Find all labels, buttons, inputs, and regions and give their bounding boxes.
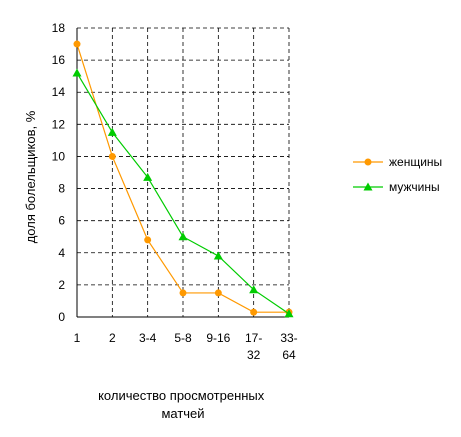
- legend: женщины мужчины: [353, 155, 442, 194]
- y-tick-labels: 0 2 4 6 8 10 12 14 16 18: [52, 21, 66, 324]
- data-point-triangle: [249, 285, 259, 294]
- y-tick-label: 16: [52, 53, 66, 67]
- data-point-triangle: [213, 251, 223, 260]
- data-point-triangle: [107, 127, 117, 136]
- x-axis-label-line-2: матчей: [161, 406, 204, 421]
- x-tick-labels: 1 2 3-4 5-8 9-16 17-32 33-64: [74, 331, 298, 362]
- data-point-circle: [108, 152, 116, 160]
- data-point-triangle: [178, 232, 188, 241]
- y-tick-label: 18: [52, 21, 66, 35]
- x-axis-label: количество просмотренных матчей: [98, 388, 268, 421]
- data-point-circle: [214, 289, 222, 297]
- y-tick-label: 2: [58, 278, 65, 292]
- x-tick-label: 3-4: [139, 331, 157, 345]
- data-point-triangle: [72, 68, 82, 77]
- x-tick-label: 2: [109, 331, 116, 345]
- legend-label-men: мужчины: [389, 180, 440, 194]
- series-women: [73, 40, 293, 316]
- x-tick-label: 17-32: [245, 331, 262, 362]
- legend-marker-men: [363, 182, 373, 191]
- data-point-circle: [179, 289, 187, 297]
- y-tick-label: 14: [52, 85, 66, 99]
- x-tick-label: 9-16: [206, 331, 230, 345]
- data-point-circle: [144, 236, 152, 244]
- x-tick-label: 33-64: [280, 331, 297, 362]
- grid: [77, 27, 290, 317]
- data-point-triangle: [284, 309, 294, 318]
- legend-marker-women: [364, 158, 372, 166]
- y-tick-label: 4: [58, 246, 65, 260]
- data-point-circle: [73, 40, 81, 48]
- y-axis-label: доля болельщиков, %: [23, 110, 38, 243]
- x-tick-label: 5-8: [174, 331, 192, 345]
- series-line: [76, 72, 290, 315]
- data-point-circle: [250, 308, 258, 316]
- data-point-triangle: [143, 172, 153, 181]
- x-axis-label-line-1: количество просмотренных: [98, 388, 265, 403]
- y-tick-label: 10: [52, 149, 66, 163]
- y-tick-label: 0: [58, 310, 65, 324]
- legend-label-women: женщины: [389, 155, 442, 169]
- series-men: [72, 68, 294, 318]
- y-tick-label: 8: [58, 182, 65, 196]
- y-tick-label: 6: [58, 214, 65, 228]
- x-tick-label: 1: [74, 331, 81, 345]
- y-tick-label: 12: [52, 117, 66, 131]
- data-series: [72, 40, 294, 318]
